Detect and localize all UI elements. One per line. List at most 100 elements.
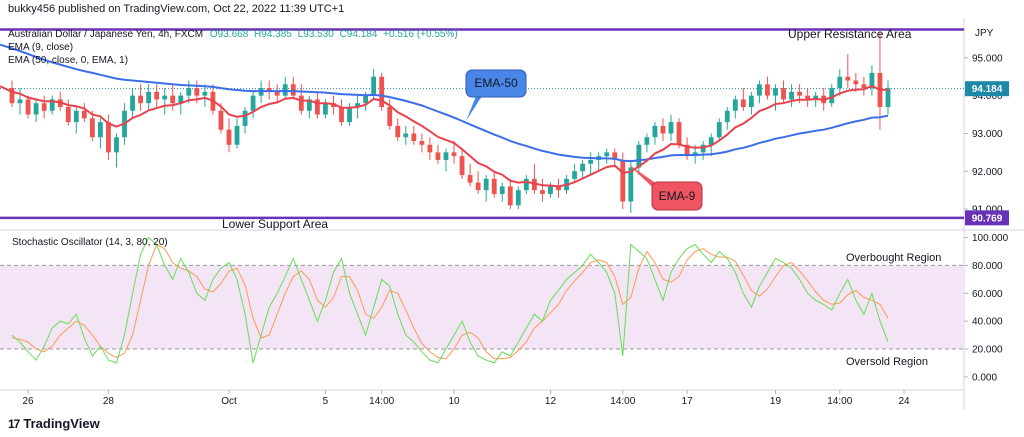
candle [154, 84, 160, 107]
time-tick-label: 19 [770, 396, 782, 407]
candle-body [668, 122, 674, 134]
candle-body [306, 99, 312, 111]
candle-body [274, 91, 280, 96]
candle [668, 114, 674, 142]
candle [411, 125, 417, 145]
candle [491, 171, 497, 198]
candle-body [81, 110, 87, 119]
price-tick-label: 92.000 [972, 167, 1003, 178]
candle [234, 118, 240, 149]
candle-body [523, 178, 529, 191]
candle [644, 133, 650, 153]
stochastic-band-fill [0, 265, 964, 349]
candle-body [41, 103, 47, 111]
candle [339, 99, 344, 126]
candle [732, 95, 738, 119]
candle-body [363, 95, 369, 104]
candle [660, 118, 666, 142]
tradingview-logo-text: TradingView [23, 416, 100, 431]
stoch-tick-label: 20.000 [972, 345, 1003, 356]
candle [523, 175, 529, 194]
candle-body [724, 110, 730, 123]
candle-body [757, 84, 762, 96]
candle [73, 106, 79, 134]
candle [781, 80, 786, 104]
price-axis[interactable]: 95.000 94.000 93.000 92.000 91.000 [964, 53, 1003, 216]
candle-body [314, 99, 320, 115]
stoch-tick-label: 40.000 [972, 317, 1003, 328]
stochastic-k-line [11, 236, 889, 364]
candle-body [162, 95, 168, 100]
candle-body [202, 91, 208, 96]
candle [572, 163, 577, 183]
candle [877, 31, 883, 130]
time-axis[interactable]: 26 28 Oct 5 14:00 10 12 14:00 17 19 14:00 24 [23, 390, 911, 407]
candle-body [588, 159, 594, 164]
candle [716, 118, 722, 142]
trading-chart[interactable]: Australian Dollar / Japanese Yen, 4h, FX… [0, 18, 1024, 413]
candle [298, 84, 304, 115]
candle [427, 137, 433, 160]
candle [773, 84, 778, 111]
price-tick-label: 93.000 [972, 129, 1003, 140]
candle [869, 65, 875, 96]
candle [202, 84, 208, 107]
candle-body [805, 95, 811, 100]
candle [17, 88, 23, 115]
time-tick-label: 14:00 [610, 396, 635, 407]
candle-body [765, 84, 770, 96]
time-tick-label: 10 [448, 396, 460, 407]
candle [9, 80, 15, 107]
candle [41, 95, 47, 119]
stoch-tick-label: 0.000 [972, 372, 997, 383]
time-tick-label: 14:00 [369, 396, 394, 407]
candle [620, 152, 626, 210]
candle-body [781, 88, 786, 100]
candle [636, 141, 642, 176]
candle-body [403, 133, 409, 138]
ema9-callout: EMA-9 [628, 164, 703, 211]
candle [507, 178, 513, 210]
candle [403, 125, 409, 145]
candle [130, 88, 135, 119]
candle [540, 178, 545, 202]
candle-body [604, 152, 610, 157]
candle-body [853, 80, 859, 85]
candle [306, 95, 312, 119]
time-tick-label: 14:00 [827, 396, 852, 407]
candle-body [773, 88, 778, 96]
candle-body [339, 106, 344, 123]
candle [885, 80, 891, 115]
price-tick-label: 91.000 [972, 205, 1003, 216]
currency-label: JPY [975, 28, 994, 39]
candle-body [660, 125, 666, 134]
candle [97, 118, 103, 149]
stochastic-label[interactable]: Stochastic Oscillator (14, 3, 80, 20) [12, 237, 168, 248]
candle [435, 144, 441, 164]
stochastic-band-area [0, 264, 964, 350]
time-tick-label: 12 [545, 396, 557, 407]
last-price-badge: 94.184 [965, 81, 1009, 97]
candle-body [138, 95, 143, 104]
candle [49, 95, 55, 115]
candle [483, 175, 489, 202]
candle [580, 159, 586, 179]
candle-body [885, 88, 891, 107]
candle [789, 84, 794, 107]
stochastic-d-line [11, 243, 889, 360]
candle-body [845, 76, 851, 81]
ema9-indicator-label[interactable]: EMA (9, close) [8, 42, 73, 53]
stochastic-lines [11, 236, 889, 364]
candle-body [708, 137, 714, 145]
candle-body [829, 88, 835, 104]
ema50-callout: EMA-50 [465, 69, 527, 121]
candle [226, 118, 232, 153]
candle-body [331, 103, 336, 107]
time-tick-label: 5 [323, 396, 329, 407]
ema50-indicator-label[interactable]: EMA (50, close, 0, EMA, 1) [8, 55, 128, 66]
lower-support-label: Lower Support Area [222, 217, 328, 231]
candle [282, 76, 288, 100]
candle [314, 91, 320, 119]
candle [515, 186, 521, 210]
time-tick-label: Oct [221, 396, 237, 407]
